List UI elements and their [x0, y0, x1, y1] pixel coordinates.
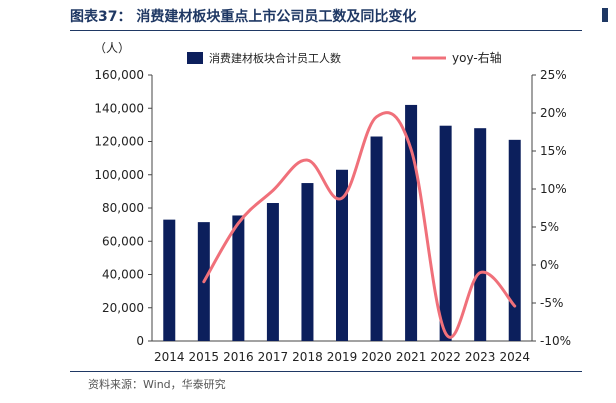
right-tick-label: 10% [540, 182, 567, 196]
right-tick-label: -10% [540, 334, 571, 348]
x-tick-label: 2023 [465, 350, 496, 364]
x-tick-label: 2024 [499, 350, 530, 364]
x-tick-label: 2021 [396, 350, 427, 364]
x-tick-label: 2017 [258, 350, 289, 364]
left-tick-label: 60,000 [102, 234, 144, 248]
bar [301, 183, 314, 341]
bar [266, 203, 279, 341]
source-note: 资料来源：Wind，华泰研究 [88, 378, 226, 391]
bar [474, 128, 487, 341]
left-tick-label: 120,000 [94, 135, 144, 149]
left-tick-label: 0 [136, 334, 144, 348]
left-tick-label: 160,000 [94, 68, 144, 82]
left-tick-label: 20,000 [102, 301, 144, 315]
legend-bar-label: 消费建材板块合计员工人数 [209, 51, 341, 65]
bar [370, 136, 383, 341]
left-tick-label: 40,000 [102, 268, 144, 282]
chart: （人） 0 20,000 40,000 60,000 80,000 100,000 120,0… [94, 41, 571, 364]
right-tick-label: 20% [540, 106, 567, 120]
left-tick-label: 100,000 [94, 168, 144, 182]
bar [439, 125, 452, 341]
legend-line-label: yoy-右轴 [452, 50, 502, 65]
legend-bar-swatch [187, 52, 203, 64]
right-tick-label: 0% [540, 258, 559, 272]
page-title: 图表37： 消费建材板块重点上市公司员工数及同比变化 [70, 9, 417, 25]
y-axis-unit-label: （人） [94, 41, 130, 55]
right-tick-label: 5% [540, 220, 559, 234]
bar [232, 215, 245, 341]
bar [508, 139, 521, 341]
x-tick-label: 2019 [327, 350, 358, 364]
right-tick-label: -5% [540, 296, 563, 310]
bar [163, 219, 176, 341]
title-bar: 图表37： 消费建材板块重点上市公司员工数及同比变化 [70, 0, 582, 31]
edge-mark [602, 8, 608, 22]
x-tick-label: 2015 [189, 350, 220, 364]
right-tick-label: 25% [540, 68, 567, 82]
source-divider [70, 371, 582, 372]
right-tick-label: 15% [540, 144, 567, 158]
x-tick-label: 2018 [292, 350, 323, 364]
x-tick-label: 2020 [361, 350, 392, 364]
x-tick-label: 2022 [430, 350, 461, 364]
left-tick-label: 140,000 [94, 101, 144, 115]
x-tick-label: 2014 [154, 350, 185, 364]
x-tick-label: 2016 [223, 350, 254, 364]
left-tick-label: 80,000 [102, 201, 144, 215]
bar [336, 169, 348, 341]
yoy-line [202, 111, 517, 339]
